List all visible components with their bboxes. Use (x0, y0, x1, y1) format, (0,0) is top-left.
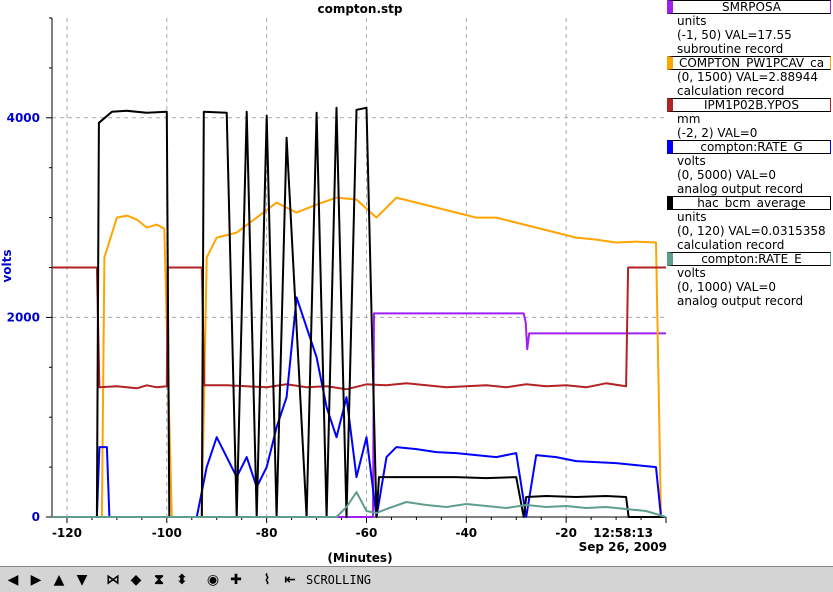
legend-detail: volts (677, 154, 706, 168)
arrow-right-icon[interactable]: ▶ (30, 571, 42, 588)
legend-entry: COMPTON_PW1PCAV_ca (0, 1500) VAL=2.88944 c… (667, 56, 833, 98)
legend-detail: analog output record (677, 182, 804, 196)
toolbar: ◀ ▶ ▲ ▼ ⋈ ◆ ⧗ ⬍ ◉ ✚ ⌇ ⇤ SCROLLING (0, 566, 833, 592)
legend-detail: analog output record (677, 294, 804, 308)
legend-detail: calculation record (677, 238, 785, 252)
timestamp-date: Sep 26, 2009 (579, 540, 667, 554)
tick-labels: -120 -100 -80 -60 -40 -20 0 2000 4000 (7, 111, 577, 540)
expand-horizontal-icon[interactable]: ⋈ (106, 571, 120, 588)
compress-horizontal-icon[interactable]: ◆ (130, 571, 142, 588)
circle-icon[interactable]: ◉ (206, 571, 220, 588)
x-tick-label: -20 (555, 526, 577, 540)
y-tick-label: 2000 (7, 310, 40, 324)
timestamp-time: 12:58:13 (593, 526, 653, 540)
legend-label[interactable]: hac_bcm_average (667, 196, 831, 210)
strip-chart: compton.stp -120 -100 -80 -60 -40 -20 0 2000 400… (0, 2, 667, 565)
series-line-smrposa (52, 312, 666, 518)
x-tick-label: -120 (52, 526, 82, 540)
legend-detail: volts (677, 266, 706, 280)
legend-detail: (-2, 2) VAL=0 (677, 126, 758, 140)
reset-icon[interactable]: ⇤ (284, 571, 296, 588)
legend-detail: units (677, 210, 707, 224)
arrow-down-icon[interactable]: ▼ (76, 571, 88, 588)
legend-label[interactable]: compton:RATE_E (667, 252, 831, 266)
y-axis-label: volts (0, 249, 14, 282)
auto-scale-icon[interactable]: ⌇ (263, 571, 271, 588)
compress-vertical-icon[interactable]: ⬍ (176, 571, 188, 588)
legend-label[interactable]: COMPTON_PW1PCAV_ca (667, 56, 831, 70)
legend-detail: (0, 5000) VAL=0 (677, 168, 777, 182)
series-line-compton-rate-g (52, 296, 666, 518)
legend-entry: SMRPOSA units (-1, 50) VAL=17.55 subroutine… (667, 0, 833, 56)
legend-entry: compton:RATE_E volts (0, 1000) VAL=0 analog… (667, 252, 833, 308)
y-tick-label: 4000 (7, 111, 40, 125)
legend-entry: IPM1P02B.YPOS mm (-2, 2) VAL=0 (667, 98, 833, 140)
legend-entry: hac_bcm_average units (0, 120) VAL=0.03153… (667, 196, 833, 252)
legend-entry: compton:RATE_G volts (0, 5000) VAL=0 analog… (667, 140, 833, 196)
legend-detail: (0, 1000) VAL=0 (677, 280, 777, 294)
series-layer (52, 106, 667, 518)
x-axis-label: (Minutes) (327, 551, 392, 565)
chart-title: compton.stp (317, 2, 402, 16)
x-tick-label: -80 (256, 526, 278, 540)
legend-label[interactable]: compton:RATE_G (667, 140, 831, 154)
legend-detail: units (677, 14, 707, 28)
series-line-compton-pw1pcav-ca (52, 196, 666, 518)
y-tick-label: 0 (32, 510, 40, 524)
legend-label[interactable]: SMRPOSA (667, 0, 831, 14)
plot-grid (52, 18, 666, 517)
series-line-ipm1p02b-ypos (52, 266, 666, 391)
series-line-compton-rate-e (52, 491, 667, 518)
x-tick-label: -40 (455, 526, 477, 540)
legend-detail: (-1, 50) VAL=17.55 (677, 28, 792, 42)
legend-detail: calculation record (677, 84, 785, 98)
arrow-up-icon[interactable]: ▲ (53, 571, 65, 588)
legend-detail: (0, 1500) VAL=2.88944 (677, 70, 818, 84)
legend: SMRPOSA units (-1, 50) VAL=17.55 subroutine… (667, 0, 833, 308)
legend-detail: mm (677, 112, 701, 126)
plus-icon[interactable]: ✚ (230, 571, 242, 588)
legend-label[interactable]: IPM1P02B.YPOS (667, 98, 831, 112)
expand-vertical-icon[interactable]: ⧗ (154, 571, 164, 588)
arrow-left-icon[interactable]: ◀ (7, 571, 19, 588)
plot-axes (46, 17, 667, 523)
x-tick-label: -100 (152, 526, 182, 540)
status-text: SCROLLING (306, 572, 372, 587)
x-tick-label: -60 (356, 526, 378, 540)
legend-detail: subroutine record (677, 42, 784, 56)
legend-detail: (0, 120) VAL=0.0315358 (677, 224, 826, 238)
series-line-hac-bcm-average (52, 106, 666, 518)
